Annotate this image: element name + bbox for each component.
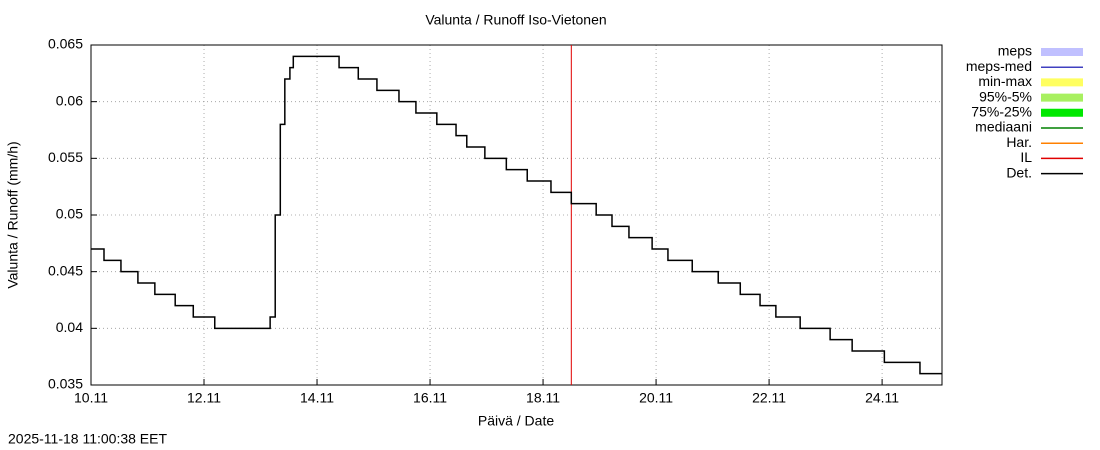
legend-label: mediaani xyxy=(975,119,1032,135)
x-tick-label: 14.11 xyxy=(300,390,334,406)
series-line xyxy=(91,55,942,375)
legend-label: Det. xyxy=(1006,164,1032,180)
legend-label: Har. xyxy=(1006,134,1032,150)
legend-label: min-max xyxy=(978,73,1032,89)
x-tick-label: 10.11 xyxy=(74,390,108,406)
y-tick-label: 0.06 xyxy=(56,92,83,108)
y-tick-label: 0.04 xyxy=(56,319,83,335)
x-axis-label: Päivä / Date xyxy=(478,413,554,429)
chart-title: Valunta / Runoff Iso-Vietonen xyxy=(425,12,606,28)
y-axis-label: Valunta / Runoff (mm/h) xyxy=(5,141,21,288)
y-tick-label: 0.055 xyxy=(48,149,83,165)
x-tick-label: 24.11 xyxy=(865,390,899,406)
y-tick-label: 0.045 xyxy=(48,262,83,278)
y-tick-label: 0.065 xyxy=(48,36,83,52)
legend-label: 95%-5% xyxy=(979,88,1032,104)
x-tick-label: 22.11 xyxy=(752,390,786,406)
x-tick-label: 12.11 xyxy=(187,390,221,406)
legend-label: meps xyxy=(998,43,1032,59)
y-tick-label: 0.035 xyxy=(48,376,83,392)
x-tick-label: 16.11 xyxy=(413,390,447,406)
plot-frame xyxy=(90,44,943,386)
timestamp: 2025-11-18 11:00:38 EET xyxy=(8,431,167,447)
legend-label: meps-med xyxy=(966,58,1032,74)
legend-label: 75%-25% xyxy=(971,104,1032,120)
x-tick-label: 18.11 xyxy=(526,390,560,406)
y-tick-label: 0.05 xyxy=(56,206,83,222)
legend-label: IL xyxy=(1020,149,1032,165)
x-tick-label: 20.11 xyxy=(639,390,673,406)
